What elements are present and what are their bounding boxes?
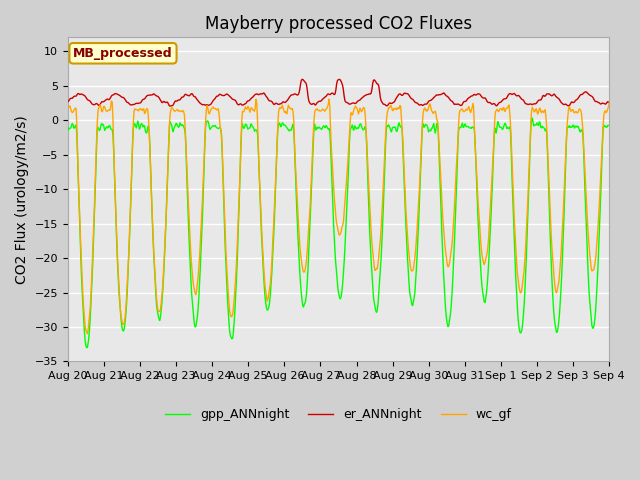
gpp_ANNnight — [605, 123, 613, 129]
gpp_ANNnight — [130, 122, 138, 128]
wc_gf — [185, 214, 193, 220]
Line: gpp_ANNnight: gpp_ANNnight — [68, 118, 609, 348]
er_ANNnight — [129, 102, 137, 108]
Y-axis label: CO2 Flux (urology/m2/s): CO2 Flux (urology/m2/s) — [15, 115, 29, 284]
er_ANNnight — [422, 101, 429, 107]
gpp_ANNnight — [185, 235, 193, 241]
wc_gf — [83, 331, 91, 336]
wc_gf — [406, 257, 413, 263]
wc_gf — [130, 108, 138, 114]
er_ANNnight — [64, 99, 72, 105]
gpp_ANNnight — [74, 154, 81, 160]
gpp_ANNnight — [529, 115, 536, 121]
Line: wc_gf: wc_gf — [68, 99, 609, 334]
wc_gf — [64, 104, 72, 110]
gpp_ANNnight — [405, 278, 413, 284]
er_ANNnight — [605, 100, 613, 106]
wc_gf — [605, 100, 613, 106]
Title: Mayberry processed CO2 Fluxes: Mayberry processed CO2 Fluxes — [205, 15, 472, 33]
gpp_ANNnight — [214, 125, 221, 131]
er_ANNnight — [406, 94, 413, 99]
wc_gf — [325, 96, 333, 102]
wc_gf — [74, 148, 81, 154]
er_ANNnight — [298, 76, 306, 82]
gpp_ANNnight — [421, 123, 429, 129]
Line: er_ANNnight: er_ANNnight — [68, 79, 609, 106]
er_ANNnight — [214, 93, 221, 99]
Legend: gpp_ANNnight, er_ANNnight, wc_gf: gpp_ANNnight, er_ANNnight, wc_gf — [160, 403, 516, 426]
wc_gf — [422, 106, 429, 112]
gpp_ANNnight — [83, 345, 91, 350]
Text: MB_processed: MB_processed — [73, 47, 173, 60]
wc_gf — [214, 106, 221, 112]
er_ANNnight — [74, 91, 81, 97]
gpp_ANNnight — [64, 125, 72, 131]
er_ANNnight — [166, 103, 174, 109]
er_ANNnight — [185, 93, 193, 99]
